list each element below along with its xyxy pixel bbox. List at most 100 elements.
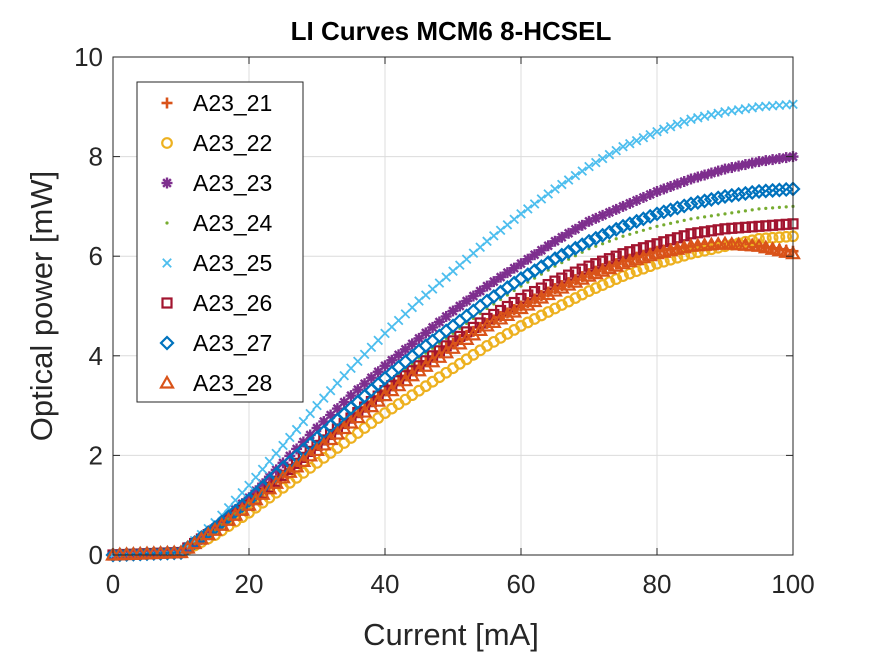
data-point	[669, 221, 673, 225]
star-stroke	[761, 155, 771, 166]
x-stroke	[502, 219, 513, 230]
star-stroke	[455, 301, 465, 311]
star-stroke	[482, 281, 492, 291]
x-stroke	[278, 440, 288, 451]
star-stroke	[305, 430, 315, 440]
legend-item: A23_28	[159, 370, 272, 396]
data-point	[751, 238, 767, 252]
legend-item: A23_21	[161, 90, 272, 116]
data-point	[746, 234, 759, 247]
star-stroke	[461, 296, 472, 306]
x-stroke	[325, 385, 336, 396]
data-point	[765, 182, 781, 199]
x-stroke	[543, 189, 554, 199]
legend-item: A23_24	[165, 210, 273, 236]
x-stroke	[774, 100, 785, 111]
data-point	[691, 246, 704, 259]
data-point	[689, 217, 693, 221]
data-point	[318, 393, 329, 403]
data-point	[676, 198, 692, 214]
legend-label: A23_24	[193, 210, 273, 236]
data-point	[622, 216, 638, 232]
star-stroke	[325, 410, 336, 420]
data-point	[502, 219, 513, 230]
data-point	[731, 186, 747, 203]
star-stroke	[502, 267, 513, 278]
data-point	[278, 440, 288, 451]
star-stroke	[495, 272, 506, 282]
data-point	[751, 183, 767, 200]
x-stroke	[488, 230, 499, 241]
x-stroke	[652, 126, 662, 137]
star-stroke	[550, 236, 560, 246]
x-stroke	[672, 119, 683, 130]
data-series	[105, 99, 801, 563]
x-stroke	[284, 432, 295, 443]
data-point	[607, 239, 612, 243]
legend-label: A23_25	[193, 250, 272, 276]
data-point	[244, 480, 254, 491]
data-point	[561, 244, 577, 260]
x-stroke	[767, 100, 778, 111]
data-point	[777, 205, 782, 209]
data-point	[766, 219, 779, 231]
star-stroke	[162, 178, 172, 188]
data-point	[732, 222, 745, 234]
x-stroke	[264, 456, 275, 467]
x-tick-label: 60	[507, 569, 536, 599]
x-stroke	[237, 487, 248, 498]
data-point	[649, 206, 665, 222]
x-stroke	[720, 106, 730, 117]
x-stroke	[760, 101, 771, 112]
data-point	[682, 218, 686, 222]
x-stroke	[713, 108, 724, 119]
data-point	[705, 225, 718, 237]
data-point	[698, 226, 711, 238]
data-point	[764, 241, 781, 255]
y-tick-label: 8	[89, 142, 103, 172]
data-point	[753, 232, 765, 245]
data-point	[271, 448, 282, 459]
data-point	[683, 196, 699, 212]
data-point	[577, 166, 588, 176]
y-tick-label: 4	[89, 341, 103, 371]
data-point	[757, 239, 774, 254]
star-stroke	[570, 224, 581, 235]
data-point	[778, 181, 794, 198]
data-point	[690, 194, 706, 210]
x-stroke	[611, 145, 622, 156]
data-point	[638, 132, 649, 143]
data-point	[488, 230, 499, 241]
star-stroke	[523, 254, 533, 264]
data-point	[509, 214, 520, 225]
data-point	[628, 232, 632, 236]
star-stroke	[298, 437, 309, 447]
x-stroke	[686, 114, 696, 125]
x-stroke	[638, 132, 649, 143]
x-stroke	[516, 209, 526, 219]
legend-label: A23_28	[193, 370, 272, 396]
data-point	[648, 226, 652, 230]
legend-label: A23_22	[193, 130, 272, 156]
data-point	[588, 230, 604, 246]
legend-label: A23_26	[193, 290, 272, 316]
data-point	[556, 179, 567, 190]
star-stroke	[489, 276, 499, 287]
data-point	[645, 129, 656, 140]
legend-items: A23_21 A23_22 A23_23 A23_24 A23_25 A23_26 A23_…	[159, 90, 273, 396]
x-stroke	[679, 116, 690, 127]
data-point	[771, 182, 787, 198]
x-stroke	[624, 138, 635, 149]
data-point	[679, 116, 690, 127]
y-tick-label: 0	[89, 540, 103, 570]
x-stroke	[754, 101, 764, 112]
y-tick-label: 10	[74, 42, 103, 72]
data-point	[603, 276, 616, 288]
data-point	[723, 212, 727, 216]
data-point	[780, 230, 793, 243]
x-stroke	[597, 153, 608, 164]
data-point	[615, 218, 631, 234]
star-stroke	[767, 154, 778, 165]
star-stroke	[529, 249, 540, 260]
data-point	[629, 213, 645, 229]
